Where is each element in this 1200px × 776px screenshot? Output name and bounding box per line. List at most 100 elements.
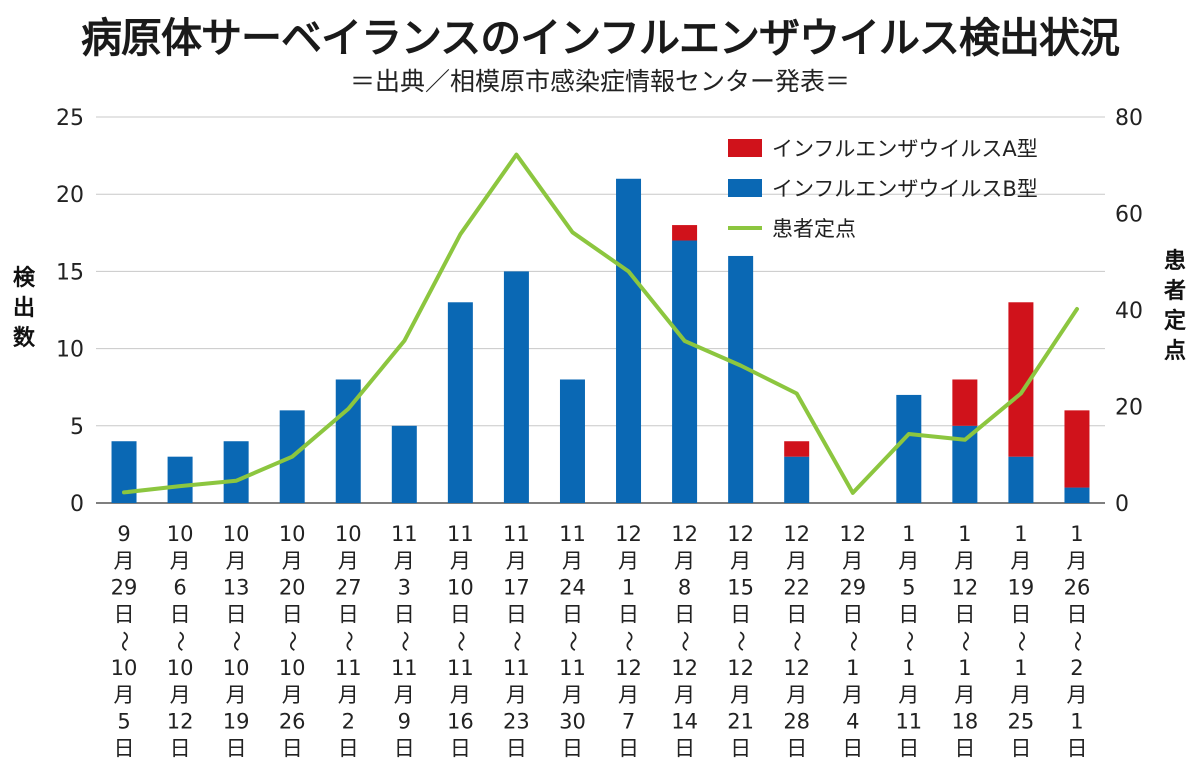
x-tick-part: 日: [506, 736, 527, 760]
grid-lines: [96, 116, 1105, 504]
x-tick-part: 1: [958, 522, 971, 546]
x-tick-part: 1: [622, 576, 635, 600]
x-tick-part: ～: [504, 631, 528, 652]
x-tick-part: 月: [282, 683, 303, 707]
x-tick-part: 21: [727, 710, 754, 734]
x-tick-part: 24: [559, 576, 586, 600]
chart-title: 病原体サーベイランスのインフルエンザウイルス検出状況: [81, 14, 1120, 62]
x-tick-part: 日: [898, 602, 919, 626]
x-tick-part: 11: [559, 656, 586, 680]
x-tick-part: 日: [282, 602, 303, 626]
x-tick-part: 月: [226, 549, 247, 573]
y-tick-label: 10: [56, 338, 84, 363]
x-tick-part: 月: [226, 683, 247, 707]
line-series: [122, 152, 1079, 495]
legend-item: インフルエンザウイルスB型: [728, 177, 1038, 201]
x-tick-part: 日: [1010, 602, 1031, 626]
x-tick-part: 27: [335, 576, 362, 600]
x-tick-part: ～: [673, 631, 697, 652]
x-tick-part: 月: [954, 683, 975, 707]
x-tick-part: 日: [842, 736, 863, 760]
x-tick-part: ～: [897, 631, 921, 652]
x-tick-part: 月: [1066, 683, 1087, 707]
x-tick-part: 10: [279, 656, 306, 680]
x-tick-part: 月: [1010, 683, 1031, 707]
x-tick-part: 12: [727, 522, 754, 546]
x-tick-part: 2: [342, 710, 355, 734]
x-tick-part: 13: [223, 576, 250, 600]
x-tick-part: 月: [450, 549, 471, 573]
x-tick-part: 10: [223, 522, 250, 546]
x-tick-part: ～: [336, 631, 360, 652]
x-tick-part: 12: [615, 522, 642, 546]
x-tick-part: 日: [618, 602, 639, 626]
x-tick-part: 月: [114, 549, 135, 573]
x-tick-part: 10: [167, 656, 194, 680]
y2-tick-label: 40: [1115, 299, 1143, 324]
x-tick-part: ～: [168, 631, 192, 652]
x-tick-part: ～: [448, 631, 472, 652]
y2-tick-label: 80: [1115, 106, 1143, 131]
x-tick-part: 日: [562, 736, 583, 760]
legend-swatch: [728, 179, 762, 197]
bar-b-type: [447, 302, 473, 503]
x-tick-part: 月: [506, 549, 527, 573]
x-tick-part: 月: [506, 683, 527, 707]
x-tick-part: 12: [671, 522, 698, 546]
x-tick-part: 月: [618, 683, 639, 707]
x-tick-part: 月: [1010, 549, 1031, 573]
bar-b-type: [616, 178, 642, 503]
x-tick-part: 日: [1066, 602, 1087, 626]
x-tick-part: 日: [114, 602, 135, 626]
x-tick-part: 月: [394, 549, 415, 573]
y2-axis-label-char: 定: [1164, 308, 1186, 334]
x-tick-part: 26: [279, 710, 306, 734]
x-tick-part: 5: [902, 576, 915, 600]
x-tick-part: 日: [338, 736, 359, 760]
y2-axis-label-char: 患: [1164, 248, 1186, 274]
x-tick-part: 12: [167, 710, 194, 734]
x-tick-part: ～: [841, 631, 865, 652]
x-tick-part: 12: [951, 576, 978, 600]
x-tick-part: 1: [1014, 522, 1027, 546]
x-tick-part: ～: [280, 631, 304, 652]
x-tick-part: 月: [898, 683, 919, 707]
x-tick-part: 5: [117, 710, 130, 734]
x-axis: 9月29日～10月5日10月6日～10月12日10月13日～10月19日10月2…: [111, 522, 1091, 760]
y-axis-label-char: 検: [13, 266, 36, 291]
x-tick-part: 日: [954, 736, 975, 760]
x-tick-part: 11: [391, 522, 418, 546]
bar-a-type: [784, 441, 810, 457]
y-axis-label-char: 数: [13, 325, 36, 351]
x-tick-part: 11: [391, 656, 418, 680]
x-tick-part: 日: [730, 736, 751, 760]
x-tick-part: 9: [398, 710, 411, 734]
x-tick-part: 12: [783, 656, 810, 680]
bar-b-type: [896, 394, 922, 503]
bar-b-type: [1008, 456, 1034, 503]
y-tick-label: 0: [70, 492, 84, 517]
x-tick-part: ～: [1065, 631, 1089, 652]
x-tick-part: 日: [898, 736, 919, 760]
left-axis: 0 5 10 15 20 25 検出数: [13, 106, 84, 517]
x-tick-part: 月: [282, 549, 303, 573]
x-tick-part: 月: [786, 549, 807, 573]
x-tick-part: 15: [727, 576, 754, 600]
x-tick-part: 22: [783, 576, 810, 600]
x-tick-part: 19: [1008, 576, 1035, 600]
x-tick-part: 月: [674, 683, 695, 707]
x-tick-part: 日: [170, 602, 191, 626]
x-tick-part: 25: [1008, 710, 1035, 734]
x-tick-part: 18: [951, 710, 978, 734]
x-tick-part: 10: [223, 656, 250, 680]
x-tick-part: 1: [958, 656, 971, 680]
x-tick-part: ～: [392, 631, 416, 652]
x-tick-part: 12: [783, 522, 810, 546]
